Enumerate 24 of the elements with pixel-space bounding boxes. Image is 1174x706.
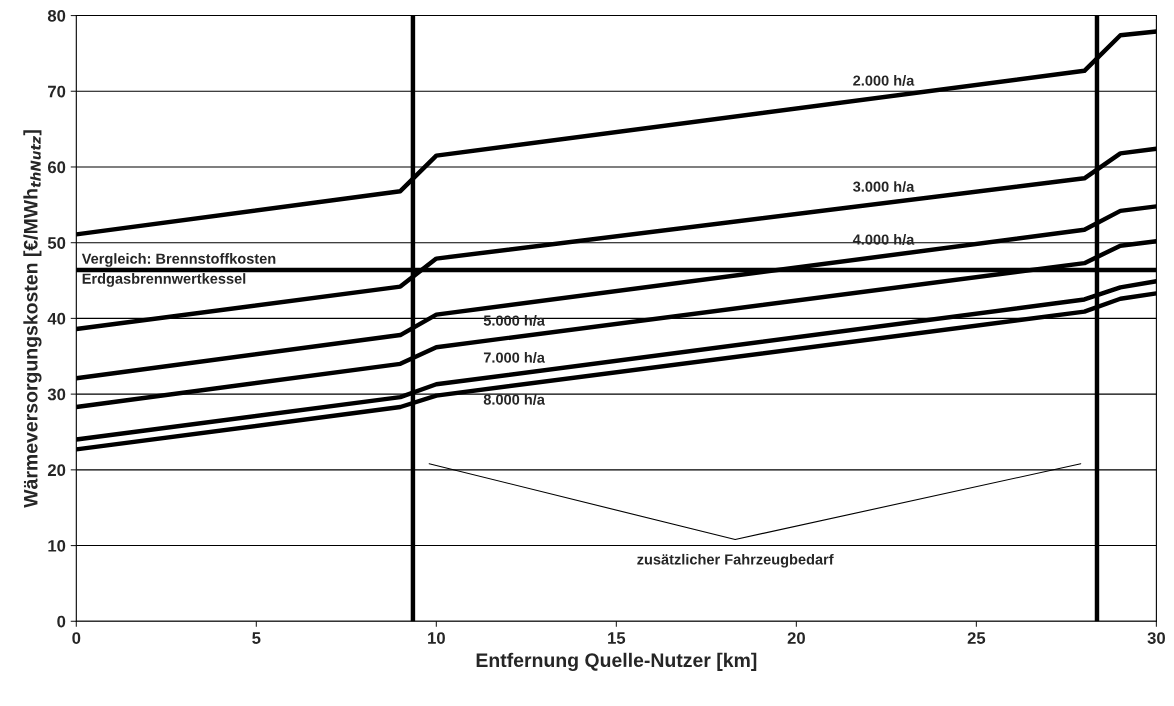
y-tick-label: 70: [48, 85, 66, 98]
series-label: 8.000 h/a: [483, 394, 546, 405]
x-tick-label: 5: [252, 632, 261, 644]
y-tick-label: 20: [47, 464, 66, 477]
y-axis-title: Wärmeversorgungskosten [€/MWh$_{thNutz}$]: [23, 130, 42, 508]
series-label: 7.000 h/a: [483, 352, 546, 363]
x-tick-label: 15: [608, 632, 626, 644]
annotation: zusätzlicher Fahrzeugbedarf: [637, 553, 834, 568]
y-tick-label: 30: [47, 388, 66, 401]
x-tick-label: 0: [72, 632, 81, 644]
series-label: 2.000 h/a: [853, 75, 915, 86]
y-tick-label: 80: [47, 9, 66, 22]
x-axis-title: Entfernung Quelle-Nutzer [km]: [476, 652, 757, 671]
y-tick-label: 60: [47, 161, 66, 174]
ref-line-label: Vergleich: Brennstoffkosten Erdgasbrennwertkessel: [81, 253, 276, 287]
y-tick-label: 10: [48, 539, 66, 552]
y-tick-label: 50: [47, 237, 66, 249]
x-tick-label: 30: [1147, 632, 1165, 644]
y-tick-label: 0: [57, 615, 66, 628]
x-tick-label: 25: [967, 632, 986, 644]
y-tick-label: 40: [47, 312, 66, 325]
series-label: 3.000 h/a: [853, 181, 915, 192]
x-tick-label: 10: [428, 632, 445, 644]
x-tick-label: 20: [787, 632, 805, 644]
